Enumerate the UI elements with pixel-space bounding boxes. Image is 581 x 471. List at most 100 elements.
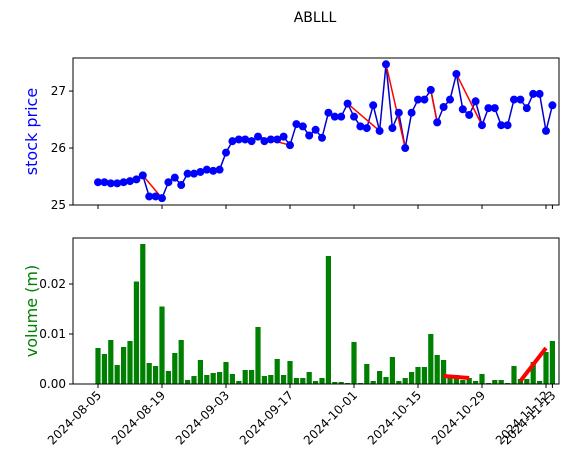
bar [377,371,383,384]
trend-segment [443,374,470,380]
price-marker [138,171,147,180]
price-marker [145,192,154,201]
price-marker [343,99,352,108]
price-marker [535,89,544,98]
x-tick-label: 2024-08-19 [109,388,168,447]
trend-segment [385,64,406,149]
price-marker [439,103,448,111]
price-marker [465,110,474,119]
bar [242,370,248,384]
bar [402,378,408,384]
y-axis-label: stock price [22,88,41,175]
price-marker [324,108,333,117]
bar [178,340,184,384]
price-marker [215,165,224,174]
x-tick-label: 2024-10-29 [429,388,488,447]
trend-segment [518,346,548,383]
bar [389,357,395,384]
bar [146,363,152,384]
bar [217,372,223,384]
y-tick-label: 26 [51,141,66,155]
y-tick-label: 0.01 [39,327,66,341]
bar [421,367,427,384]
axes-frame [72,237,560,385]
price-marker [177,181,186,190]
bar [498,380,504,384]
price-marker [292,120,301,129]
price-marker [350,112,358,121]
bar [249,370,255,384]
bar [121,347,127,384]
bar [370,381,376,384]
bar [287,361,293,384]
price-marker [132,175,141,184]
price-marker [183,169,192,178]
bar [319,378,325,384]
price-marker [106,179,115,188]
bar [210,373,216,384]
bar [268,375,274,384]
price-marker [94,178,102,187]
price-marker [119,178,128,187]
price-marker [388,124,397,133]
price-marker [516,95,525,104]
bar [479,374,485,384]
bar [172,353,178,384]
bar [530,362,536,384]
price-marker [164,178,173,187]
price-marker [151,192,160,201]
x-tick-label: 2024-09-03 [173,388,232,447]
price-marker [126,177,134,186]
price-marker [407,108,416,117]
bar [549,341,555,384]
bar [261,376,267,384]
price-marker [247,137,256,146]
price-marker [382,60,390,69]
bar [223,362,229,384]
bar [133,281,139,384]
price-marker [433,118,442,127]
price-marker [426,85,435,94]
price-marker [260,137,269,146]
bar [159,306,165,384]
bar [101,354,107,384]
bar [274,359,280,384]
price-marker [209,166,218,175]
price-marker [113,179,122,188]
price-marker [522,104,531,113]
x-tick-label: 2024-11-13 [499,388,558,447]
price-marker [228,137,237,146]
price-marker [503,121,512,130]
price-marker [311,125,320,134]
price-marker [394,108,403,117]
bar [332,382,338,384]
bar [293,378,299,384]
bar [524,379,530,384]
bar [409,372,415,384]
price-marker [305,131,314,140]
trend-segment [347,103,381,132]
price-marker [452,69,461,78]
price-marker [190,169,198,178]
bar [127,341,133,384]
bar [447,376,453,384]
x-tick-label: 2024-10-01 [301,388,360,447]
x-tick-label: 2024-08-05 [45,388,104,447]
bar [165,371,171,384]
price-marker [318,133,326,142]
bar [453,375,459,384]
bar [306,372,312,384]
bar [140,244,146,384]
bar [236,381,242,384]
price-marker [375,126,384,135]
price-marker [337,112,346,121]
price-marker [458,105,467,114]
bar [197,360,203,384]
bar [460,380,466,384]
price-marker [241,135,250,144]
price-marker [170,173,179,182]
price-marker [446,95,454,104]
y-tick-label: 25 [51,198,66,212]
price-marker [286,141,294,150]
bar [204,375,210,384]
